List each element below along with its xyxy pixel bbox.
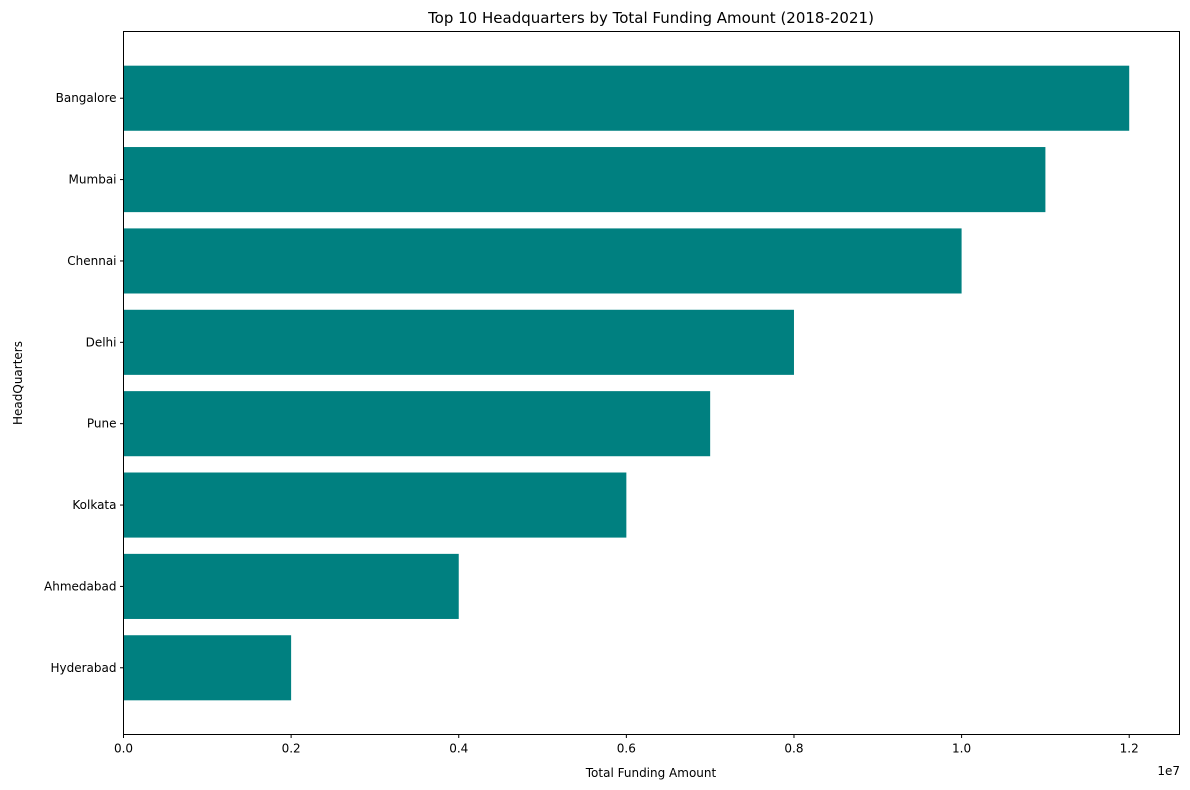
y-axis-label: HeadQuarters bbox=[11, 341, 25, 425]
bar-ahmedabad bbox=[123, 553, 459, 619]
plot-frame bbox=[123, 31, 1180, 735]
bar-pune bbox=[123, 391, 711, 457]
x-tick-label: 0.4 bbox=[449, 742, 468, 756]
y-tick-label: Chennai bbox=[67, 254, 116, 268]
bar-hyderabad bbox=[123, 635, 292, 701]
bar-bangalore bbox=[123, 65, 1130, 131]
bar-chennai bbox=[123, 228, 962, 294]
y-tick-label: Ahmedabad bbox=[44, 579, 116, 593]
y-tick-label: Pune bbox=[87, 417, 117, 431]
y-tick-label: Delhi bbox=[86, 335, 117, 349]
x-tick-label: 0.8 bbox=[784, 742, 803, 756]
x-tick-label: 0.6 bbox=[617, 742, 636, 756]
x-tick-label: 0.0 bbox=[114, 742, 133, 756]
x-tick-label: 0.2 bbox=[282, 742, 301, 756]
y-tick-label: Kolkata bbox=[72, 498, 116, 512]
bar-kolkata bbox=[123, 472, 627, 538]
x-axis-ticks: 0.0 0.2 0.4 0.6 0.8 1.0 1.2 bbox=[114, 734, 1139, 756]
bar-mumbai bbox=[123, 147, 1046, 213]
bar-delhi bbox=[123, 309, 794, 375]
y-tick-label: Mumbai bbox=[69, 173, 117, 187]
x-axis-label: Total Funding Amount bbox=[585, 766, 717, 780]
y-tick-label: Bangalore bbox=[56, 91, 117, 105]
x-tick-label: 1.2 bbox=[1120, 742, 1139, 756]
chart-title: Top 10 Headquarters by Total Funding Amo… bbox=[427, 9, 874, 27]
x-axis-offset-label: 1e7 bbox=[1157, 764, 1180, 778]
y-tick-label: Hyderabad bbox=[51, 661, 117, 675]
x-tick-label: 1.0 bbox=[952, 742, 971, 756]
bars-group bbox=[123, 65, 1130, 701]
y-axis-ticks: Bangalore Mumbai Chennai Delhi Pune Kolkata Ah… bbox=[44, 91, 124, 675]
